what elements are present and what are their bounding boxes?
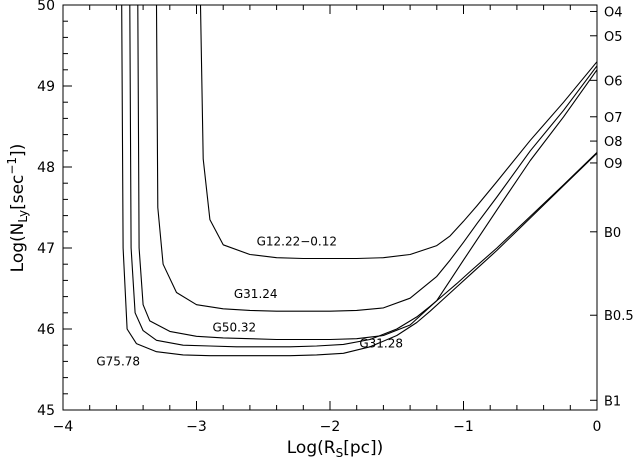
spectral-label: B1 (604, 394, 621, 409)
series-label: G75.78 (96, 354, 140, 368)
ticks: −4 −3 −2 −1 0 45 46 47 48 49 50 O4 O5 O6 O7 O8 O9 B0 B0.5 B… (37, 0, 633, 435)
y-tick-label: 45 (37, 403, 55, 419)
spectral-label: O8 (604, 135, 623, 150)
x-tick-label: −4 (53, 419, 74, 435)
y-tick-label: 48 (37, 160, 55, 176)
spectral-label: B0.5 (604, 309, 634, 324)
series-line (121, 4, 598, 357)
spectral-label: O6 (604, 74, 623, 89)
y-tick-label: 47 (37, 241, 55, 257)
x-axis-title: Log(RS[pc]) (287, 438, 383, 460)
series-label: G31.28 (359, 337, 403, 351)
y-tick-label: 49 (37, 79, 55, 95)
spectral-label: O5 (604, 30, 623, 45)
series-line (129, 4, 598, 348)
series-line (199, 4, 598, 260)
x-tick-label: −2 (320, 419, 341, 435)
spectral-label: O7 (604, 111, 623, 126)
plot-frame (62, 4, 598, 411)
curves (121, 4, 598, 357)
series-label: G50.32 (213, 320, 257, 334)
y-tick-label: 50 (37, 0, 55, 14)
y-axis-title: Log(NLy[sec−1]) (5, 144, 30, 273)
labels: G12.22−0.12 G31.24 G50.32 G75.78 G31.28 (96, 235, 403, 369)
spectral-label: O9 (604, 157, 623, 172)
y-tick-label: 46 (37, 322, 55, 338)
series-line (137, 4, 598, 341)
x-tick-label: −3 (186, 419, 207, 435)
x-tick-label: 0 (593, 419, 602, 435)
series-label: G12.22−0.12 (257, 235, 337, 249)
series-label: G31.24 (234, 287, 278, 301)
spectral-label: B0 (604, 226, 621, 241)
spectral-label: O4 (604, 5, 623, 20)
series-line (155, 4, 598, 312)
x-tick-label: −1 (453, 419, 474, 435)
